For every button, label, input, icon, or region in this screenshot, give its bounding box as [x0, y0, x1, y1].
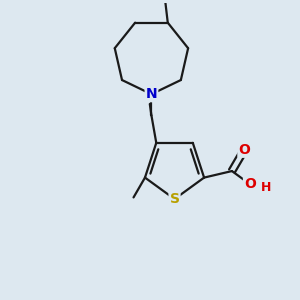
Text: N: N: [146, 87, 157, 101]
Text: S: S: [169, 192, 179, 206]
Text: H: H: [261, 181, 272, 194]
Text: O: O: [244, 177, 256, 191]
Text: O: O: [238, 143, 250, 157]
